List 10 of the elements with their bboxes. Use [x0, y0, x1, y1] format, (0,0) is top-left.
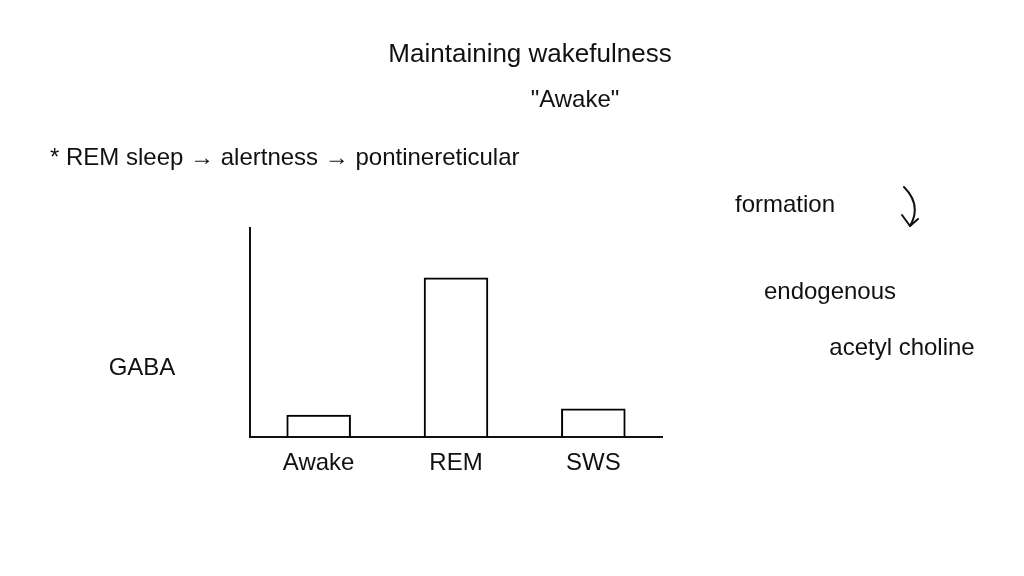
chart-title: Maintaining wakefulness — [388, 38, 672, 69]
text: acetyl choline — [829, 332, 975, 360]
text: * REM sleep → alertness → pontinereticular — [50, 142, 520, 170]
y-axis-title: GABA — [108, 352, 176, 380]
text: formation — [734, 189, 836, 217]
x-tick-label: Awake — [282, 448, 355, 476]
x-tick-label: SWS — [566, 448, 621, 476]
text: endogenous — [763, 276, 897, 304]
chart-subtitle: "Awake" — [530, 84, 620, 112]
x-tick-label: REM — [429, 448, 483, 476]
